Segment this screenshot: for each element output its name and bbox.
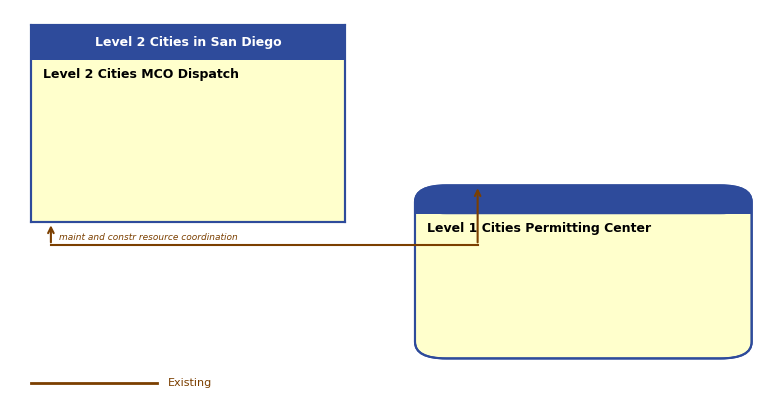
- FancyBboxPatch shape: [415, 185, 752, 214]
- Text: Level 2 Cities in San Diego: Level 2 Cities in San Diego: [95, 36, 281, 49]
- Text: Level 1 Cities Permitting Center: Level 1 Cities Permitting Center: [427, 222, 651, 236]
- Text: Level 2 Cities MCO Dispatch: Level 2 Cities MCO Dispatch: [43, 68, 239, 81]
- Text: maint and constr resource coordination: maint and constr resource coordination: [59, 233, 237, 242]
- FancyBboxPatch shape: [415, 198, 752, 214]
- FancyBboxPatch shape: [415, 185, 752, 358]
- FancyBboxPatch shape: [31, 25, 345, 222]
- Text: Existing: Existing: [168, 378, 213, 388]
- FancyBboxPatch shape: [31, 25, 345, 60]
